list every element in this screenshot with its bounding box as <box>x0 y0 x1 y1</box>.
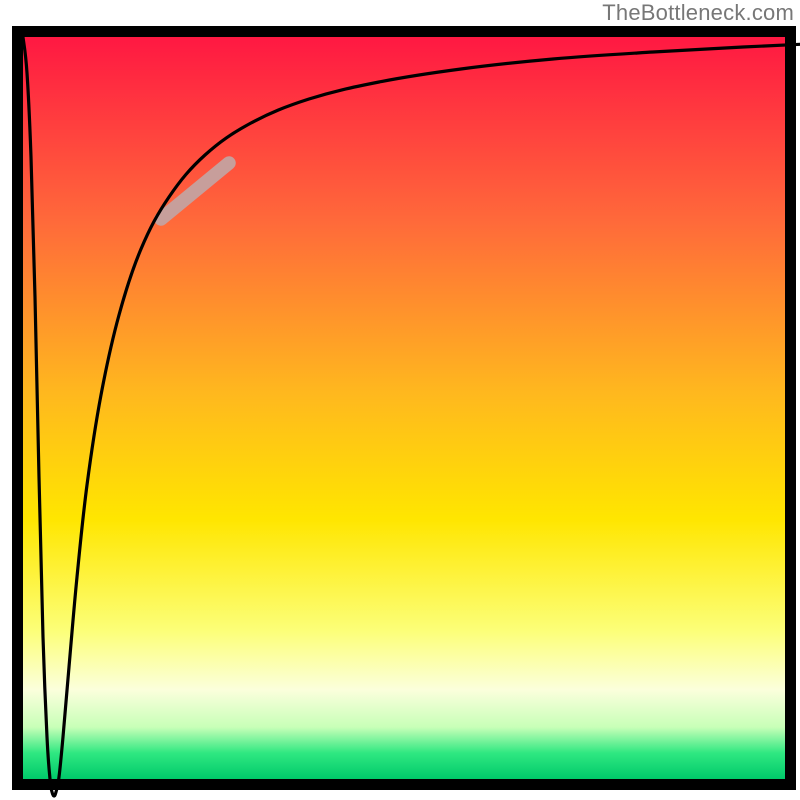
chart-svg <box>0 0 800 800</box>
bottleneck-chart: TheBottleneck.com <box>0 0 800 800</box>
plot-background <box>23 37 785 779</box>
watermark-text: TheBottleneck.com <box>602 0 794 26</box>
